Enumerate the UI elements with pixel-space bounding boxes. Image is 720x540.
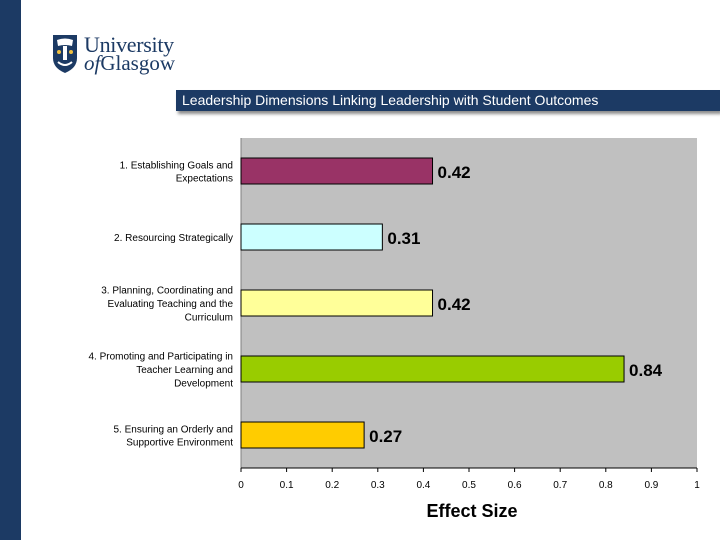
category-label-4: 4. Promoting and Participating in Teacher…: [88, 352, 233, 390]
category-label-line: 5. Ensuring an Orderly and: [113, 424, 233, 435]
x-tick-label: 0.7: [553, 480, 567, 491]
category-label-line: 3. Planning, Coordinating and: [101, 286, 233, 297]
x-tick-label: 0.9: [644, 480, 658, 491]
logo-text-glasgow: ofGlasgow: [84, 51, 175, 76]
bar-2: [240, 223, 383, 251]
category-label-line: Expectations: [176, 174, 233, 185]
category-label-line: 4. Promoting and Participating in: [88, 352, 233, 363]
bar-4: [240, 355, 625, 383]
x-tick-label: 0: [238, 480, 244, 491]
logo-text-of: of: [84, 51, 101, 75]
category-label-line: Development: [174, 378, 233, 389]
logo-text-glasgow-word: Glasgow: [100, 51, 176, 75]
x-tick-label: 0.2: [325, 480, 339, 491]
x-tick-label: 0.5: [462, 480, 476, 491]
x-tick-label: 0.1: [280, 480, 294, 491]
bar-5: [240, 421, 365, 449]
data-label-4: 0.84: [629, 361, 663, 380]
x-tick-label: 1: [694, 480, 700, 491]
logo-text-university: University: [84, 32, 174, 57]
slide-title: Leadership Dimensions Linking Leadership…: [182, 92, 599, 108]
x-tick-label: 0.3: [371, 480, 385, 491]
category-label-line: 2. Resourcing Strategically: [114, 233, 233, 244]
x-tick-label: 0.4: [416, 480, 430, 491]
category-label-2: 2. Resourcing Strategically: [114, 233, 233, 244]
bar-3: [240, 289, 434, 317]
category-label-1: 1. Establishing Goals and Expectations: [120, 160, 233, 184]
x-tick-label: 0.8: [599, 480, 613, 491]
category-label-line: Curriculum: [185, 312, 233, 323]
category-label-line: Evaluating Teaching and the: [108, 299, 234, 310]
category-label-line: Supportive Environment: [126, 438, 233, 449]
university-logo: University ofGlasgow: [52, 32, 182, 76]
category-label-5: 5. Ensuring an Orderly and Supportive Env…: [113, 424, 233, 448]
data-label-1: 0.42: [438, 163, 471, 182]
bar-1: [240, 157, 434, 185]
category-label-3: 3. Planning, Coordinating and Evaluating …: [101, 286, 233, 324]
data-label-2: 0.31: [387, 229, 420, 248]
category-label-line: Teacher Learning and: [136, 365, 233, 376]
x-axis-title: Effect Size: [426, 501, 517, 521]
data-label-3: 0.42: [438, 295, 471, 314]
category-label-line: 1. Establishing Goals and: [120, 160, 233, 171]
data-label-5: 0.27: [369, 427, 402, 446]
x-tick-label: 0.6: [508, 480, 522, 491]
crest-icon: [53, 35, 77, 73]
left-accent-bar: [0, 0, 21, 540]
title-bar: Leadership Dimensions Linking Leadership…: [176, 90, 720, 111]
